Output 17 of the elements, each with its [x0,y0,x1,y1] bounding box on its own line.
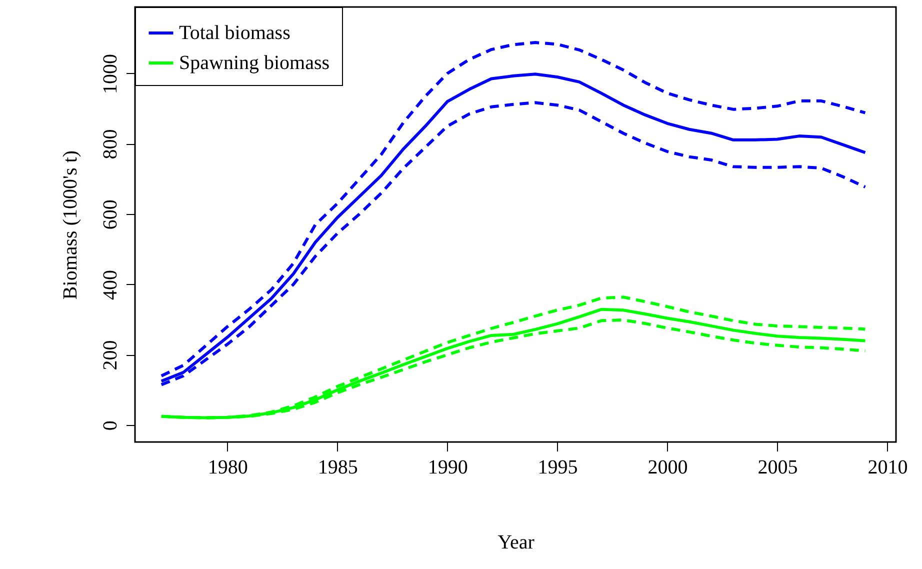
legend-label: Spawning biomass [179,52,330,74]
y-tick-label: 600 [100,200,122,230]
x-tick-label: 1995 [538,456,578,478]
x-tick-label: 2005 [758,456,798,478]
y-axis-title: Biomass (1000's t) [60,150,82,300]
x-tick-label: 2000 [648,456,688,478]
x-tick-label: 1985 [318,456,358,478]
legend-label: Total biomass [179,22,291,44]
y-tick-label: 0 [100,420,122,431]
x-tick-label: 2010 [868,456,908,478]
y-tick-label: 200 [100,340,122,370]
y-tick-label: 800 [100,129,122,160]
y-tick-label: 400 [100,270,122,300]
x-tick-label: 1990 [428,456,468,478]
x-axis-title: Year [498,532,535,554]
y-tick-label: 1000 [100,54,122,94]
x-tick-label: 1980 [208,456,248,478]
